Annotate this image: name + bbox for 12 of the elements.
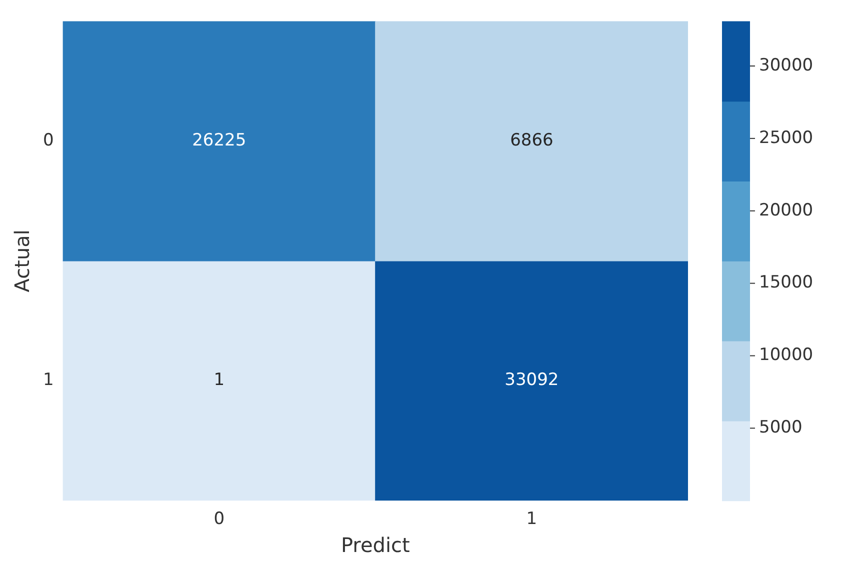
color-bar-label: 10000 — [759, 345, 814, 366]
data-label: 33092 — [504, 370, 559, 390]
data-label: 1 — [214, 370, 225, 390]
color-bar-label: 30000 — [759, 55, 814, 76]
data-label: 26225 — [192, 130, 246, 150]
y-axis-title: Actual — [10, 230, 34, 292]
data-label: 6866 — [510, 130, 554, 150]
color-bar-label: 5000 — [759, 418, 802, 438]
color-bar-label: 15000 — [759, 272, 814, 293]
x-axis-title: Predict — [340, 533, 410, 558]
color-bar-label: 25000 — [759, 128, 814, 148]
color-bar-label: 20000 — [759, 200, 814, 220]
